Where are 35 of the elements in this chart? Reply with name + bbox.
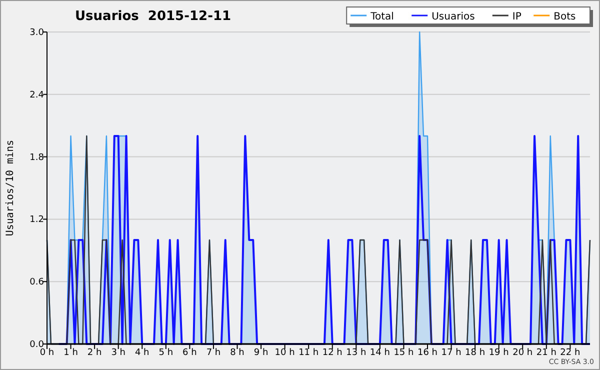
x-tick-label: 19 h <box>488 348 509 358</box>
y-tick-label: 3.0 <box>30 28 44 38</box>
x-tick-label: 5 h <box>158 348 174 358</box>
legend-label: Bots <box>554 12 576 22</box>
x-tick-label: 13 h <box>346 348 366 358</box>
y-tick-label: 0.0 <box>30 340 44 350</box>
x-tick-label: 16 h <box>417 348 438 358</box>
x-tick-label: 3 h <box>111 348 126 358</box>
x-tick-label: 22 h <box>560 348 580 358</box>
x-tick-label: 20 h <box>512 348 533 358</box>
x-tick-label: 18 h <box>465 348 486 358</box>
x-tick-label: 15 h <box>394 348 414 358</box>
y-axis-title: Usuarios/10 mins <box>5 140 16 236</box>
x-tick-label: 17 h <box>441 348 462 358</box>
x-tick-label: 14 h <box>370 348 390 358</box>
y-tick-label: 1.8 <box>30 152 44 163</box>
y-tick-label: 0.6 <box>30 278 44 288</box>
chart-title: Usuarios 2015-12-11 <box>75 9 232 24</box>
x-tick-label: 4 h <box>134 348 150 358</box>
x-tick-label: 11 h <box>298 348 319 358</box>
x-tick-label: 2 h <box>87 348 102 358</box>
x-tick-label: 9 h <box>254 348 268 358</box>
y-tick-label: 2.4 <box>30 90 44 100</box>
x-tick-label: 0 h <box>40 348 54 358</box>
x-tick-label: 12 h <box>322 348 342 358</box>
x-tick-label: 10 h <box>274 348 295 358</box>
x-tick-label: 8 h <box>230 348 244 358</box>
legend-label: Total <box>370 12 394 22</box>
x-tick-label: 21 h <box>536 348 556 358</box>
y-tick-label: 1.2 <box>30 215 44 226</box>
x-tick-label: 6 h <box>182 348 197 358</box>
legend-label: Usuarios <box>432 12 475 22</box>
legend-label: IP <box>512 12 522 22</box>
x-tick-label: 1 h <box>64 348 78 358</box>
x-tick-label: 7 h <box>206 348 221 358</box>
